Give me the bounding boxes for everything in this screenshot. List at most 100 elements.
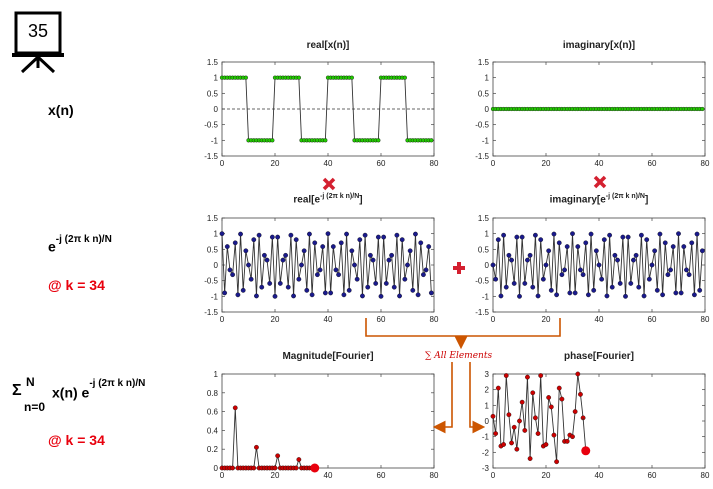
data-point: [559, 396, 565, 402]
x-tick-label: 60: [648, 471, 657, 480]
data-point: [349, 248, 355, 254]
data-point: [275, 234, 281, 240]
data-point: [548, 287, 554, 293]
x-tick-label: 80: [430, 159, 439, 168]
plot-p4: 0 20 40 60 80 1.5 1 0.5 0 -0.5 -1 -1.5: [475, 214, 710, 324]
data-point: [346, 287, 352, 293]
data-point: [413, 231, 418, 237]
data-point: [375, 234, 381, 240]
label-sum-formula: Σ N n=0 x(n) e-j (2π k n)/N: [12, 375, 146, 414]
data-point: [535, 431, 541, 436]
data-point: [267, 281, 273, 286]
data-point: [490, 262, 496, 268]
data-point: [360, 293, 365, 299]
data-point: [551, 231, 557, 237]
data-point: [570, 434, 575, 440]
y-tick-label: 0.5: [478, 245, 490, 254]
x-tick-label: 80: [701, 471, 710, 480]
data-point: [272, 293, 278, 299]
data-point: [662, 240, 668, 246]
data-point: [293, 237, 299, 243]
data-point: [697, 287, 703, 293]
multiply-icon-left: [322, 177, 336, 191]
data-point: [277, 281, 283, 286]
data-point: [694, 231, 700, 237]
data-point: [527, 456, 533, 461]
data-point: [309, 292, 315, 298]
data-point: [514, 234, 520, 240]
y-tick-label: 1: [485, 74, 490, 83]
data-point: [700, 106, 705, 112]
data-point: [604, 293, 610, 299]
data-point: [525, 257, 530, 263]
data-point: [562, 267, 567, 273]
data-point: [219, 231, 225, 237]
data-point: [506, 252, 512, 258]
data-point: [330, 244, 336, 249]
sum-connector: [365, 318, 561, 434]
data-point: [256, 232, 262, 238]
x-tick-label: 0: [220, 159, 225, 168]
data-point: [572, 409, 578, 414]
data-point: [299, 262, 304, 268]
title-imag-xn: imaginary[x(n)]: [562, 40, 636, 51]
data-point: [530, 390, 536, 396]
data-point: [261, 252, 267, 258]
data-point: [567, 290, 573, 296]
data-point: [288, 232, 294, 238]
y-tick-label: 0.2: [207, 445, 219, 454]
title-real-exp: real[e-j (2π k n)/N]: [293, 193, 363, 206]
data-point: [344, 231, 349, 237]
multiply-icon-right: [593, 175, 607, 189]
data-point: [296, 457, 302, 462]
data-point: [575, 371, 581, 377]
y-tick-label: -1.5: [475, 152, 489, 161]
data-point: [428, 290, 434, 296]
data-point: [251, 465, 257, 471]
data-point: [296, 75, 301, 80]
data-point: [578, 391, 583, 397]
data-point: [323, 138, 328, 143]
data-point: [420, 272, 426, 278]
x-tick-label: 0: [491, 315, 496, 324]
data-point: [607, 232, 612, 238]
data-point: [397, 293, 402, 299]
y-tick-label: 3: [485, 370, 490, 379]
y-tick-label: 0: [485, 417, 490, 426]
data-point: [631, 257, 636, 263]
data-point: [530, 284, 536, 290]
x-tick-label: 60: [377, 159, 386, 168]
data-point: [654, 287, 660, 293]
plot-p1: 0 20 40 60 80 1.5 1 0.5 0 -0.5 -1 -1.5: [204, 58, 439, 168]
y-tick-label: 1.5: [207, 58, 219, 67]
data-point: [349, 75, 354, 80]
title-real-xn: real[x(n)]: [306, 40, 350, 51]
data-point: [341, 292, 347, 298]
data-point: [509, 440, 514, 446]
current-k-point: [310, 463, 320, 473]
y-tick-label: -1: [482, 136, 490, 145]
y-tick-label: -1: [482, 292, 490, 301]
label-xn: x(n): [48, 102, 74, 118]
y-tick-label: 0.4: [207, 426, 219, 435]
data-point: [641, 293, 647, 299]
data-point: [381, 234, 387, 240]
data-point: [599, 276, 605, 282]
data-point: [657, 231, 663, 237]
data-point: [535, 293, 541, 299]
data-point: [538, 373, 544, 378]
y-tick-label: 2: [485, 386, 490, 395]
data-point: [533, 232, 538, 238]
y-tick-label: 0.5: [207, 89, 219, 98]
data-point: [383, 281, 389, 286]
data-point: [322, 290, 328, 296]
y-tick-label: 1: [485, 230, 490, 239]
easel-icon: [12, 11, 64, 74]
data-point: [548, 404, 554, 410]
label-exponential: e-j (2π k n)/N: [48, 234, 112, 255]
data-point: [514, 446, 520, 452]
axes-box: [221, 373, 435, 469]
data-point: [564, 244, 570, 249]
data-point: [615, 257, 620, 263]
